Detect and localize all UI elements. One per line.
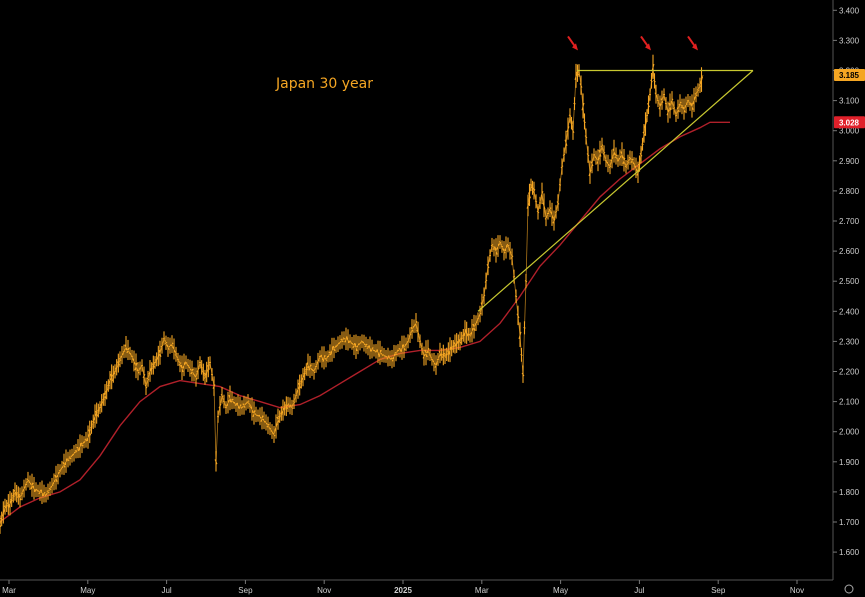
x-tick-label: May [80,586,95,595]
chart-title: Japan 30 year [276,76,373,92]
y-tick-label: 2.900 [839,157,860,166]
price-line [0,67,704,526]
annotation-arrow [640,35,649,47]
moving-average-line [0,121,730,523]
y-tick-label: 2.100 [839,398,860,407]
x-tick-label: Sep [711,586,726,595]
y-tick-label: 1.700 [839,518,860,527]
y-tick-label: 1.900 [839,458,860,467]
settings-icon [844,584,854,594]
y-tick-label: 2.700 [839,217,860,226]
x-tick-label: Nov [790,586,804,595]
annotation-arrow [567,35,576,47]
y-tick-label: 2.400 [839,307,860,316]
y-tick-label: 3.400 [839,6,860,15]
y-tick-label: 2.000 [839,428,860,437]
x-tick-label: May [553,586,568,595]
last-price-tag-label: 3.185 [839,71,860,80]
x-tick-label: Nov [317,586,331,595]
y-tick-label: 2.200 [839,368,860,377]
y-tick-label: 2.500 [839,277,860,286]
moving-average-tag-label: 3.028 [839,118,860,127]
y-tick-label: 1.600 [839,548,860,557]
x-tick-label: Mar [2,586,16,595]
x-tick-label: 2025 [394,586,412,595]
annotation-arrow [687,35,696,47]
x-tick-label: Sep [238,586,253,595]
y-tick-label: 3.100 [839,97,860,106]
annotation-arrowhead [692,43,698,51]
y-tick-label: 2.600 [839,247,860,256]
last-price-tag-box [834,69,865,82]
x-tick-label: Mar [475,586,489,595]
support-trendline [477,70,754,312]
price-bar-tick [0,523,2,528]
y-tick-label: 1.800 [839,488,860,497]
y-tick-label: 3.000 [839,127,860,136]
y-tick-label: 3.300 [839,36,860,45]
y-tick-label: 2.300 [839,337,860,346]
annotation-arrowhead [572,43,578,51]
x-tick-label: Jul [634,586,644,595]
annotation-arrowhead [645,43,651,51]
y-tick-label: 2.800 [839,187,860,196]
moving-average-tag-box [834,116,865,129]
x-tick-label: Jul [161,586,171,595]
